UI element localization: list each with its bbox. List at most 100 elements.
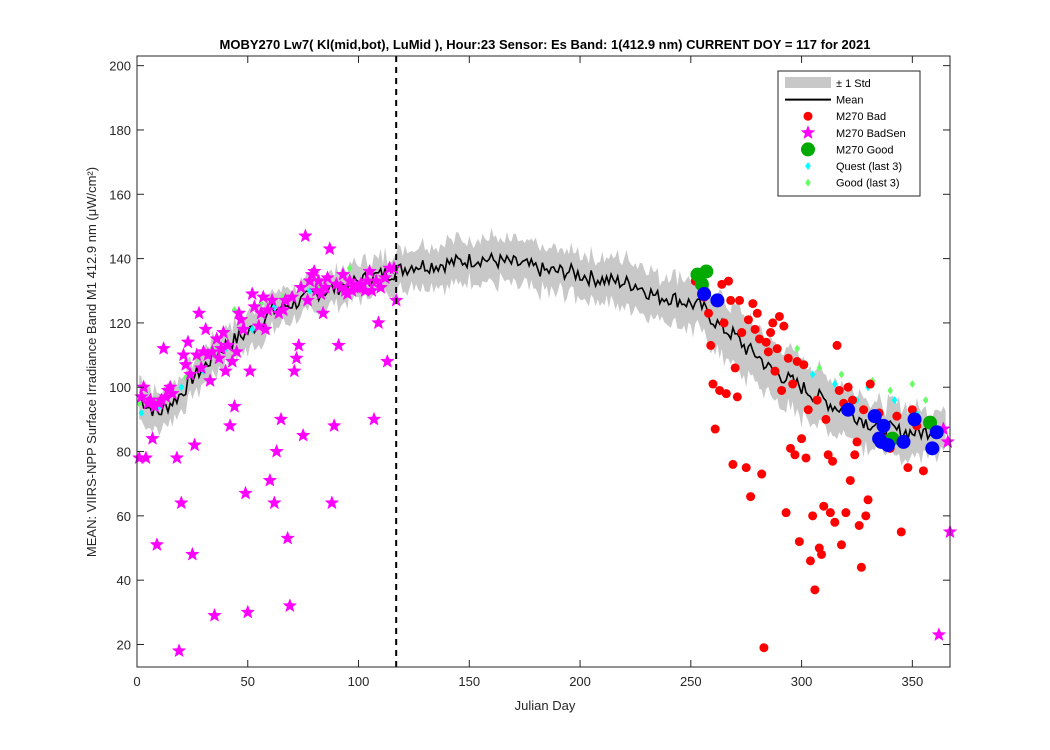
badsen-star [251, 318, 267, 333]
badsen-star [231, 305, 247, 320]
good3-point [909, 380, 916, 389]
y-tick-label: 20 [117, 637, 131, 652]
badsen-star [368, 273, 384, 288]
badsen-star [380, 353, 395, 368]
badsen-star [185, 546, 200, 561]
badsen-star [326, 418, 342, 433]
badsen-star [940, 434, 956, 449]
quest-point [138, 408, 145, 417]
bad-point [797, 434, 807, 444]
bad-point [845, 475, 855, 485]
bad-point [907, 405, 917, 415]
bad-point [759, 643, 769, 653]
legend-label-badsen: M270 BadSen [836, 128, 906, 140]
badsen-star [233, 311, 249, 326]
badsen-star [138, 450, 154, 465]
bad-point [737, 328, 747, 338]
badsen-star [207, 607, 222, 622]
y-tick-label: 180 [109, 123, 131, 138]
bad-point [848, 395, 858, 405]
quest-point [832, 380, 838, 389]
badsen-star [182, 366, 198, 381]
badsen-star [286, 363, 302, 378]
bad-point [735, 295, 745, 305]
y-axis-label: MEAN: VIIRS-NPP Surface Irradiance Band … [84, 167, 99, 557]
badsen-star [373, 279, 388, 294]
good3-point [922, 396, 929, 405]
bad-point [803, 405, 813, 415]
badsen-star [187, 437, 202, 452]
badsen-star [371, 315, 386, 330]
bad-point [706, 340, 716, 350]
bad-point [810, 585, 820, 595]
bad-point [808, 511, 818, 521]
badsen-star [364, 283, 380, 297]
badsen-star [236, 321, 251, 336]
blue-point [867, 409, 882, 424]
bad-point [774, 311, 784, 321]
badsen-star [331, 337, 346, 352]
bad-point [856, 562, 866, 572]
badsen-star [205, 344, 220, 359]
badsen-star [136, 379, 151, 394]
badsen-star [229, 344, 244, 359]
bad-point [761, 337, 771, 347]
blue-point [841, 402, 856, 417]
badsen-star [335, 266, 351, 281]
legend-label-good3: Good (last 3) [836, 178, 900, 190]
legend-swatch-good3 [805, 178, 811, 187]
badsen-star [282, 598, 298, 613]
badsen-star [320, 270, 335, 285]
badsen-star [145, 430, 160, 445]
y-tick-label: 160 [109, 187, 131, 202]
badsen-star [211, 350, 227, 365]
bad-point [721, 389, 731, 399]
badsen-star [258, 321, 273, 336]
bad-point [819, 501, 829, 511]
badsen-star [242, 363, 258, 378]
badsen-star [342, 273, 357, 288]
mean-line-layer [138, 251, 946, 443]
bad-point [754, 334, 764, 344]
bad-point [903, 463, 913, 473]
good3-point [231, 306, 238, 315]
bad-point [805, 556, 815, 566]
badsen-star [273, 411, 289, 426]
bad-point [821, 414, 831, 424]
bad-point [788, 379, 798, 389]
badsen-star [275, 302, 291, 317]
y-tick-label: 200 [109, 59, 131, 74]
badsen-star [216, 324, 231, 339]
bad-point [708, 379, 718, 389]
blue-point [710, 293, 725, 308]
y-tick-label: 40 [117, 573, 131, 588]
bad-point [832, 340, 842, 350]
bad-point [790, 450, 800, 460]
bad-point [710, 424, 720, 434]
x-tick-label: 100 [348, 674, 370, 689]
badsen-star [162, 379, 178, 394]
bad-point [768, 318, 778, 328]
badsen-star [176, 347, 191, 362]
good3-point [136, 399, 143, 408]
badsen-star [284, 289, 300, 304]
badsen-star [165, 385, 180, 400]
badsen-star [306, 263, 322, 278]
badsen-star [218, 363, 233, 378]
legend: ± 1 Std Mean M270 Bad M270 BadSen M270 Good Q… [777, 70, 921, 197]
badsen-star [300, 292, 315, 307]
bad-point [828, 456, 838, 466]
bad-point [786, 443, 796, 453]
legend-label-quest: Quest (last 3) [836, 161, 902, 173]
x-tick-label: 0 [133, 674, 140, 689]
blue-point [896, 434, 911, 449]
y-tick-label: 100 [109, 380, 131, 395]
bad-point [752, 308, 762, 318]
legend-label-good: M270 Good [836, 144, 893, 156]
badsen-star [247, 299, 262, 314]
blue-point [907, 412, 922, 427]
badsen-star [193, 360, 209, 375]
legend-swatch-badsen [800, 125, 816, 140]
bad-point [743, 315, 753, 325]
x-axis-label: Julian Day [515, 698, 576, 713]
